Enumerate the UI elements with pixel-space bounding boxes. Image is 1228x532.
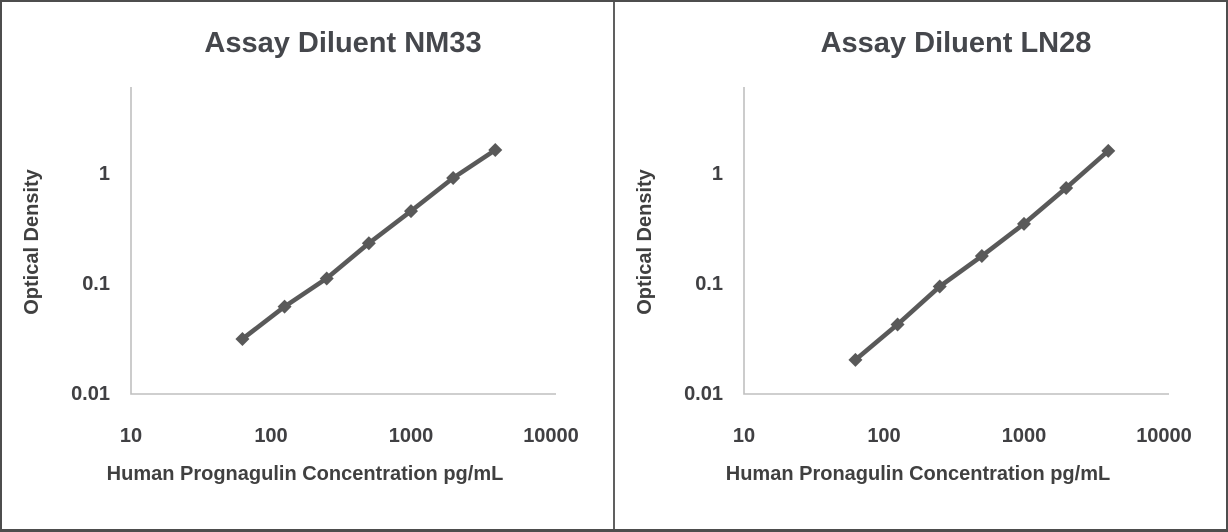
y-tick-label: 0.1 xyxy=(82,273,110,295)
chart-panel-left: Assay Diluent NM33 Optical Density Human P… xyxy=(2,2,613,529)
chart-assay-diluent-nm33: Assay Diluent NM33 Optical Density Human P… xyxy=(21,27,579,485)
x-tick-label: 10000 xyxy=(523,425,579,447)
data-point-marker xyxy=(974,248,989,263)
data-point-marker xyxy=(319,271,334,286)
y-tick-label: 0.1 xyxy=(695,273,723,295)
chart-panel-right: Assay Diluent LN28 Optical Density Human P… xyxy=(615,2,1226,529)
data-point-marker xyxy=(488,142,503,157)
axis-lines xyxy=(743,87,1169,395)
data-point-marker xyxy=(446,171,461,186)
axis-lines xyxy=(130,87,556,395)
y-tick-label: 0.01 xyxy=(684,383,723,405)
x-tick-label: 100 xyxy=(867,425,900,447)
y-tick-label: 1 xyxy=(99,163,110,185)
panel-divider xyxy=(613,2,615,529)
x-tick-label: 1000 xyxy=(389,425,434,447)
x-tick-label: 100 xyxy=(254,425,287,447)
data-point-marker xyxy=(277,299,292,314)
data-point-marker xyxy=(848,352,863,367)
data-point-marker xyxy=(1059,181,1074,196)
data-point-marker xyxy=(361,236,376,251)
data-point-marker xyxy=(932,279,947,294)
data-point-marker xyxy=(890,317,905,332)
x-axis-title: Human Prognagulin Concentration pg/mL xyxy=(107,463,504,485)
data-point-marker xyxy=(1017,216,1031,231)
chart-assay-diluent-ln28: Assay Diluent LN28 Optical Density Human P… xyxy=(634,27,1192,485)
x-tick-label: 10000 xyxy=(1136,425,1192,447)
x-tick-label: 1000 xyxy=(1002,425,1047,447)
y-tick-label: 0.01 xyxy=(71,383,110,405)
chart-title: Assay Diluent NM33 xyxy=(204,27,481,59)
x-tick-label: 10 xyxy=(733,425,755,447)
x-axis-title: Human Pronagulin Concentration pg/mL xyxy=(726,463,1110,485)
y-axis-title: Optical Density xyxy=(634,168,656,314)
x-tick-label: 10 xyxy=(120,425,142,447)
y-tick-label: 1 xyxy=(712,163,723,185)
data-point-marker xyxy=(235,331,250,346)
data-point-marker xyxy=(1101,143,1116,158)
chart-title: Assay Diluent LN28 xyxy=(821,27,1092,59)
y-axis-title: Optical Density xyxy=(21,168,43,314)
data-point-marker xyxy=(404,204,418,219)
